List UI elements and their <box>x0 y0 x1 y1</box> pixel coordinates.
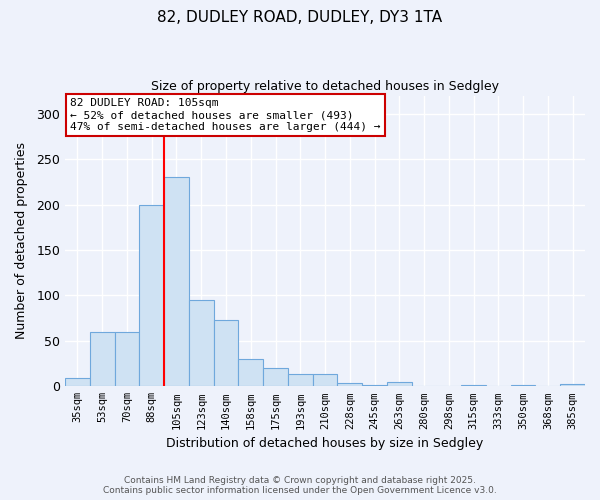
Bar <box>288 374 313 386</box>
Bar <box>164 178 189 386</box>
Bar <box>337 382 362 386</box>
Bar <box>189 300 214 386</box>
Bar <box>313 374 337 386</box>
Bar <box>387 382 412 386</box>
Text: 82 DUDLEY ROAD: 105sqm
← 52% of detached houses are smaller (493)
47% of semi-de: 82 DUDLEY ROAD: 105sqm ← 52% of detached… <box>70 98 381 132</box>
Title: Size of property relative to detached houses in Sedgley: Size of property relative to detached ho… <box>151 80 499 93</box>
Bar <box>65 378 90 386</box>
Bar <box>214 320 238 386</box>
Bar <box>115 332 139 386</box>
Bar <box>90 332 115 386</box>
Bar <box>560 384 585 386</box>
Text: Contains HM Land Registry data © Crown copyright and database right 2025.
Contai: Contains HM Land Registry data © Crown c… <box>103 476 497 495</box>
Text: 82, DUDLEY ROAD, DUDLEY, DY3 1TA: 82, DUDLEY ROAD, DUDLEY, DY3 1TA <box>157 10 443 25</box>
Bar <box>238 359 263 386</box>
X-axis label: Distribution of detached houses by size in Sedgley: Distribution of detached houses by size … <box>166 437 484 450</box>
Bar <box>139 204 164 386</box>
Y-axis label: Number of detached properties: Number of detached properties <box>15 142 28 340</box>
Bar <box>263 368 288 386</box>
